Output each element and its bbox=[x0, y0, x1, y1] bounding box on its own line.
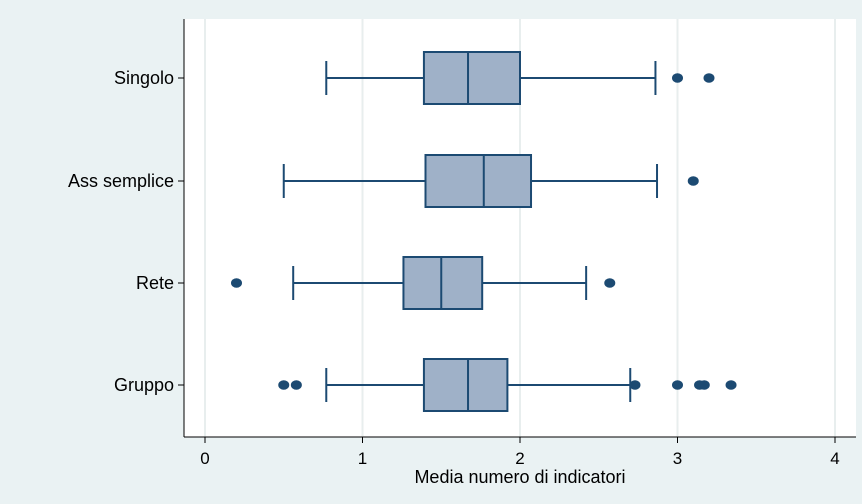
category-label: Ass semplice bbox=[68, 171, 174, 191]
boxes bbox=[231, 51, 737, 412]
category-label: Rete bbox=[136, 273, 174, 293]
x-axis-title: Media numero di indicatori bbox=[414, 467, 625, 487]
outlier-point bbox=[290, 380, 302, 390]
iqr-box bbox=[422, 51, 521, 105]
box-group-1 bbox=[282, 154, 699, 208]
outlier-point bbox=[604, 278, 616, 288]
x-tick-label: 3 bbox=[673, 449, 682, 468]
outlier-point bbox=[672, 73, 683, 83]
box-group-3 bbox=[278, 358, 737, 412]
iqr-box bbox=[424, 154, 533, 208]
outlier-point bbox=[629, 380, 641, 390]
x-tick-label: 1 bbox=[358, 449, 367, 468]
x-tick-label: 0 bbox=[200, 449, 209, 468]
x-tick-label: 2 bbox=[515, 449, 524, 468]
iqr-box bbox=[422, 358, 509, 412]
box-group-2 bbox=[231, 256, 616, 310]
outlier-point bbox=[672, 380, 683, 390]
x-tick-labels: 0 1 2 3 4 bbox=[200, 437, 840, 468]
category-label: Singolo bbox=[114, 68, 174, 88]
outlier-point bbox=[231, 278, 242, 288]
y-tick-labels: Singolo Ass semplice Rete Gruppo bbox=[68, 68, 184, 395]
category-label: Gruppo bbox=[114, 375, 174, 395]
x-tick-label: 4 bbox=[830, 449, 839, 468]
outlier-point bbox=[725, 380, 737, 390]
outlier-point bbox=[703, 73, 715, 83]
outlier-point bbox=[698, 380, 710, 390]
outlier-point bbox=[687, 176, 699, 186]
iqr-box bbox=[402, 256, 484, 310]
box-group-0 bbox=[325, 51, 715, 105]
outlier-point bbox=[278, 380, 290, 390]
